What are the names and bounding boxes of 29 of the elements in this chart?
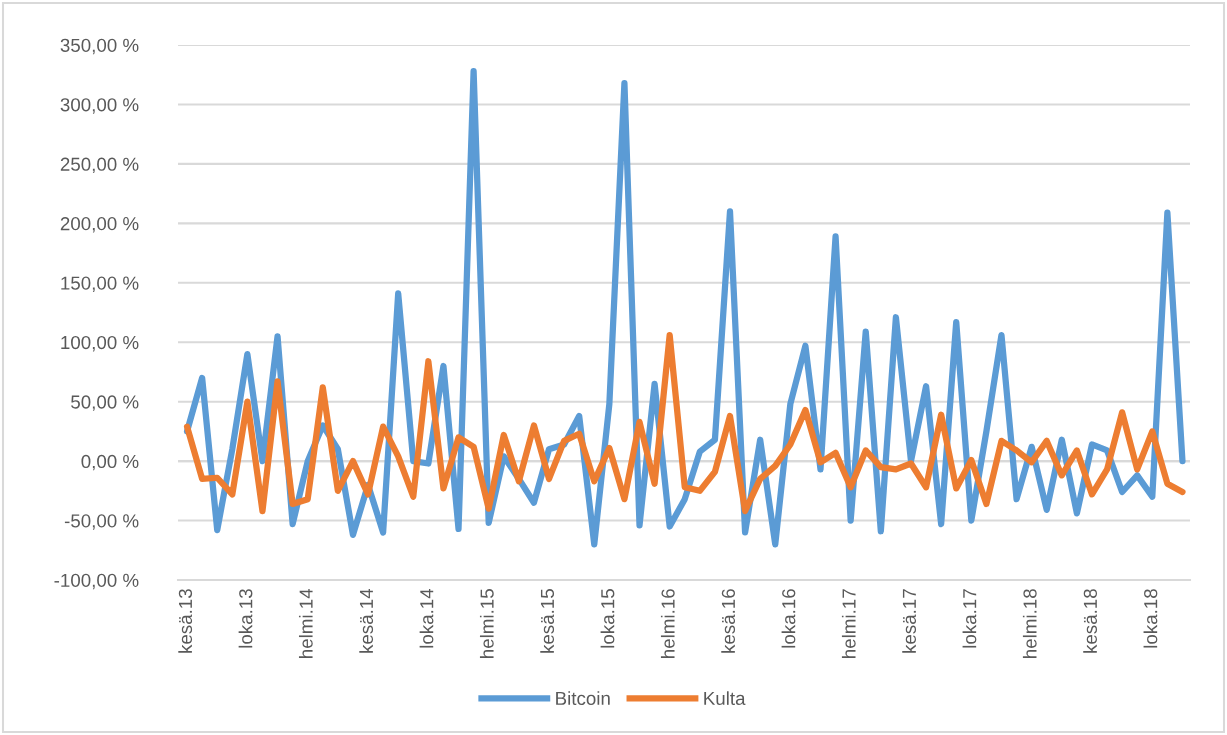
x-tick-label: helmi.14 — [298, 588, 313, 658]
y-tick-label: 50,00 % — [71, 395, 139, 411]
x-tick-label: loka.14 — [419, 588, 434, 648]
x-tick-label: helmi.17 — [841, 589, 856, 658]
x-tick-label: loka.15 — [600, 589, 615, 648]
y-tick-label: 350,00 % — [60, 38, 139, 55]
y-tick-label: -50,00 % — [64, 514, 139, 530]
x-tick-label: kesä.16 — [721, 589, 736, 653]
y-tick-label: 100,00 % — [61, 335, 139, 352]
legend-label: Bitcoin — [556, 691, 610, 706]
y-tick-label: -100,00 % — [54, 573, 139, 590]
y-tick-label: 150,00 % — [61, 276, 139, 292]
x-tick-label: loka.17 — [962, 589, 977, 648]
x-tick-label: helmi.18 — [1022, 589, 1037, 658]
x-tick-label: helmi.15 — [479, 589, 494, 658]
y-tick-label: 200,00 % — [60, 217, 139, 233]
x-tick-label: loka.16 — [781, 589, 796, 648]
x-tick-label: kesä.17 — [902, 589, 917, 653]
y-tick-label: 0,00 % — [81, 454, 139, 471]
x-tick-label: kesä.18 — [1083, 589, 1097, 653]
y-tick-label: 300,00 % — [60, 98, 139, 114]
y-tick-label: 250,00 % — [60, 157, 139, 174]
x-tick-label: loka.13 — [238, 589, 253, 648]
x-tick-label: kesä.13 — [178, 589, 193, 653]
x-tick-label: loka.18 — [1143, 589, 1158, 648]
x-tick-label: kesä.14 — [359, 588, 374, 653]
x-tick-label: helmi.16 — [660, 589, 675, 658]
legend-label: Kulta — [704, 691, 746, 706]
x-tick-label: kesä.15 — [540, 589, 555, 653]
